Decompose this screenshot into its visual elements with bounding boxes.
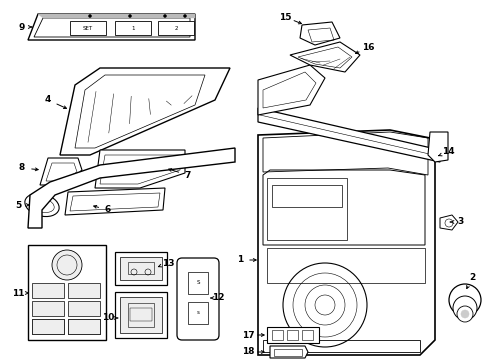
Bar xyxy=(68,319,100,334)
Bar xyxy=(267,327,319,343)
Bar xyxy=(32,283,64,298)
Text: 13: 13 xyxy=(162,258,174,267)
Bar xyxy=(68,283,100,298)
Polygon shape xyxy=(428,132,448,162)
Bar xyxy=(302,330,313,340)
FancyBboxPatch shape xyxy=(177,258,219,340)
Polygon shape xyxy=(440,215,458,230)
Bar xyxy=(267,248,425,283)
Text: 7: 7 xyxy=(185,171,191,180)
Bar xyxy=(68,319,100,334)
Bar xyxy=(115,252,167,285)
Circle shape xyxy=(461,310,469,318)
Bar xyxy=(272,330,283,340)
Text: 18: 18 xyxy=(242,347,254,356)
Bar xyxy=(274,349,302,356)
Text: 17: 17 xyxy=(242,330,254,339)
Polygon shape xyxy=(270,346,308,358)
Polygon shape xyxy=(258,65,325,115)
Bar xyxy=(68,301,100,316)
Bar xyxy=(263,340,420,352)
Text: 14: 14 xyxy=(441,148,454,157)
Text: SET: SET xyxy=(83,26,93,31)
Polygon shape xyxy=(60,68,230,155)
Polygon shape xyxy=(258,108,440,162)
Bar xyxy=(32,301,64,316)
Text: 4: 4 xyxy=(45,95,51,104)
Circle shape xyxy=(183,14,187,18)
Bar xyxy=(130,308,152,321)
Bar xyxy=(272,185,342,207)
Ellipse shape xyxy=(25,193,59,217)
Polygon shape xyxy=(95,150,185,188)
Polygon shape xyxy=(290,42,360,72)
Circle shape xyxy=(453,296,477,320)
Text: 2: 2 xyxy=(469,274,475,283)
Text: 10: 10 xyxy=(102,314,114,323)
Bar xyxy=(115,21,151,35)
Circle shape xyxy=(89,14,92,18)
Polygon shape xyxy=(34,18,190,37)
Bar xyxy=(188,302,208,324)
Text: 16: 16 xyxy=(362,44,374,53)
Text: 1: 1 xyxy=(131,26,135,31)
Text: 1: 1 xyxy=(237,256,243,265)
Text: 15: 15 xyxy=(279,13,291,22)
Text: 6: 6 xyxy=(105,206,111,215)
Circle shape xyxy=(457,306,473,322)
Circle shape xyxy=(128,14,131,18)
Bar xyxy=(70,21,106,35)
Text: S: S xyxy=(196,280,200,285)
Bar xyxy=(128,303,154,327)
Bar xyxy=(120,297,162,333)
Text: 8: 8 xyxy=(19,163,25,172)
Bar xyxy=(32,319,64,334)
Text: 11: 11 xyxy=(12,288,24,297)
Text: 9: 9 xyxy=(19,22,25,31)
Bar xyxy=(158,21,194,35)
Bar xyxy=(287,330,298,340)
Bar xyxy=(120,257,162,280)
Text: 2: 2 xyxy=(174,26,178,31)
Circle shape xyxy=(164,14,167,18)
Circle shape xyxy=(52,250,82,280)
Polygon shape xyxy=(258,130,435,355)
Bar xyxy=(128,262,154,274)
Bar xyxy=(28,245,106,340)
Polygon shape xyxy=(65,188,165,215)
Polygon shape xyxy=(38,14,195,18)
Circle shape xyxy=(449,284,481,316)
Polygon shape xyxy=(300,22,340,45)
Text: 5: 5 xyxy=(15,201,21,210)
Text: s: s xyxy=(196,310,199,315)
Polygon shape xyxy=(28,148,235,228)
Polygon shape xyxy=(40,158,82,185)
Bar xyxy=(32,319,64,334)
Bar xyxy=(267,178,347,240)
Text: 3: 3 xyxy=(457,217,463,226)
Bar xyxy=(115,292,167,338)
Text: 12: 12 xyxy=(212,293,224,302)
Bar xyxy=(188,272,208,294)
